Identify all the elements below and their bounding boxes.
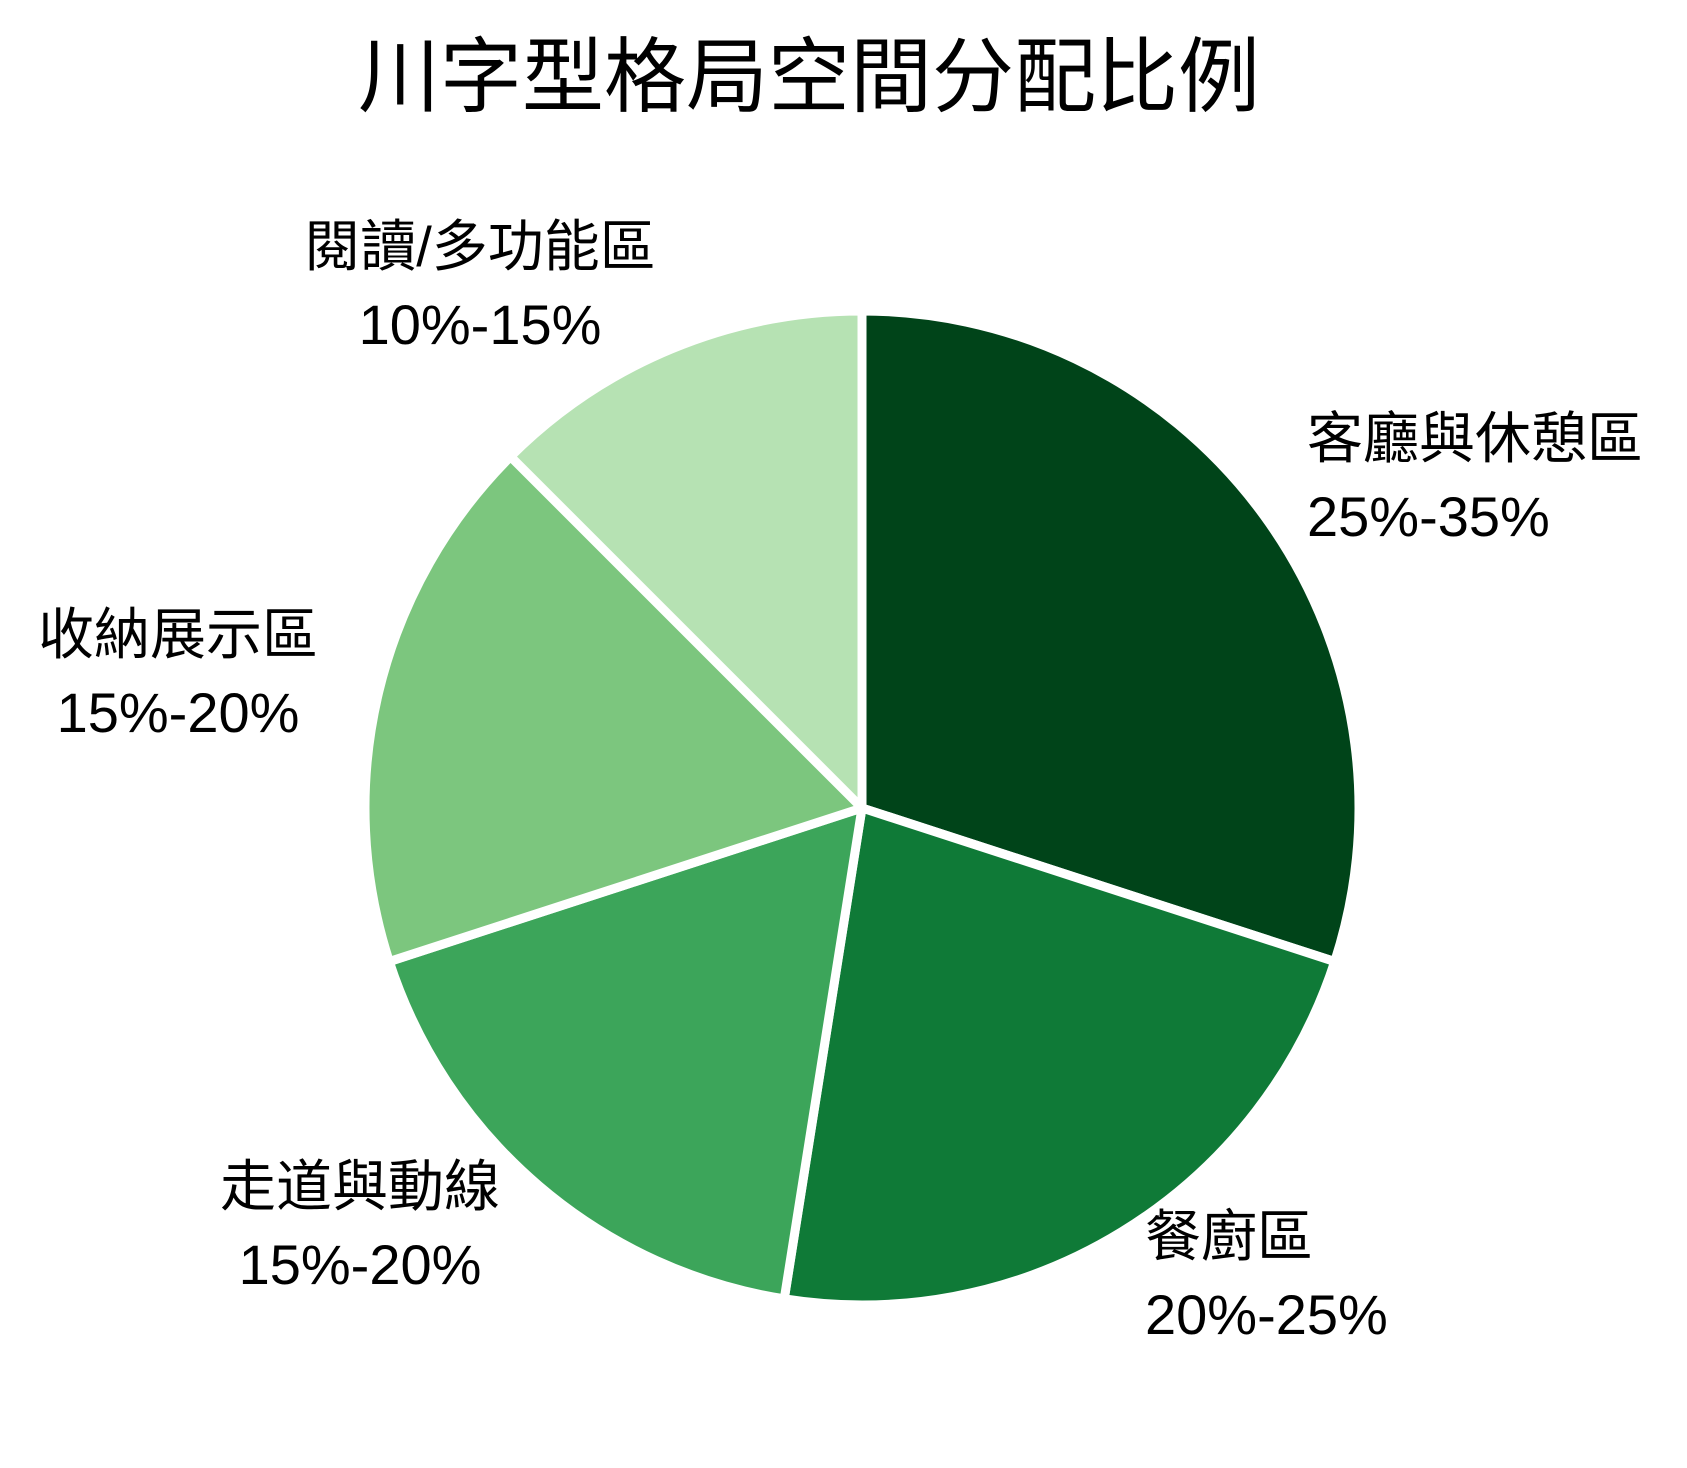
pie-slice-4 — [506, 306, 867, 813]
pie-slice-2 — [384, 803, 867, 1304]
slice-label-text: 客廳與休憩區 — [1307, 407, 1643, 470]
slice-label-text: 閱讀/多功能區 — [304, 215, 656, 278]
slice-label-text: 餐廚區 — [1145, 1205, 1313, 1268]
slice-label-range: 15%-20% — [56, 681, 300, 744]
chart-title: 川字型格局空間分配比例 — [357, 32, 1261, 123]
pie-slice-0 — [857, 306, 1364, 967]
slice-label-range: 15%-20% — [238, 1233, 482, 1296]
slice-label-range: 20%-25% — [1145, 1283, 1388, 1346]
slice-label-walkway-circulation: 走道與動線 15%-20% — [220, 1148, 500, 1304]
pie-slice-3 — [360, 452, 867, 967]
slice-label-living-lounge: 客廳與休憩區 25%-35% — [1307, 400, 1643, 556]
pie-slice-1 — [779, 803, 1340, 1310]
slice-label-dining-kitchen: 餐廚區 20%-25% — [1145, 1198, 1388, 1354]
slice-label-text: 走道與動線 — [220, 1155, 500, 1218]
slice-label-reading-multifunction: 閱讀/多功能區 10%-15% — [304, 208, 656, 364]
slice-label-range: 25%-35% — [1307, 485, 1550, 548]
slice-label-range: 10%-15% — [358, 293, 602, 356]
slice-label-text: 收納展示區 — [38, 603, 318, 666]
slice-label-storage-display: 收納展示區 15%-20% — [38, 596, 318, 752]
